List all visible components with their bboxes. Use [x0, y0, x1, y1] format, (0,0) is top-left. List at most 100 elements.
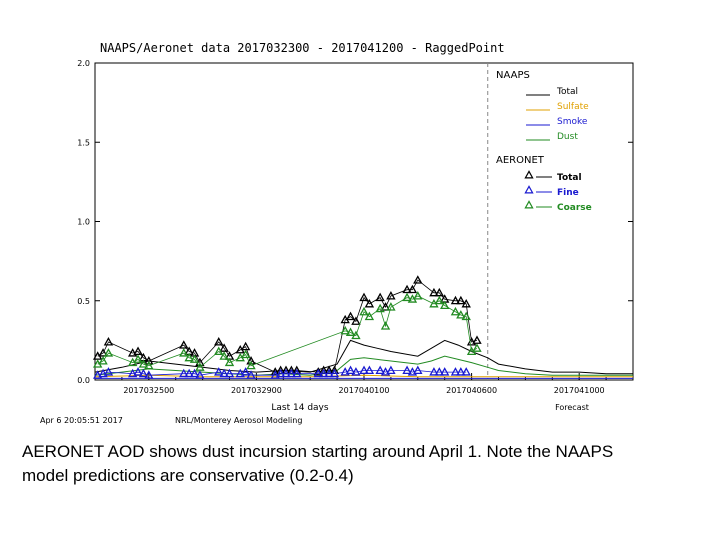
aeronet-total-point	[364, 298, 375, 308]
aeronet-total-point	[450, 295, 461, 305]
aeronet-total-point	[246, 356, 256, 365]
aeronet-fine-point	[219, 368, 229, 378]
aeronet-fine-point	[92, 370, 103, 379]
aeronet-coarse-point	[386, 302, 396, 311]
x-tick-label: 2017041000	[554, 386, 605, 395]
aeronet-fine-point	[292, 368, 302, 378]
aeronet-fine-point	[345, 365, 356, 375]
aeronet-total-point	[407, 284, 418, 294]
y-tick-label: 1.0	[77, 218, 90, 227]
aeronet-total-line	[97, 279, 478, 373]
aeronet-coarse-point	[184, 352, 194, 362]
aeronet-fine-point	[380, 367, 391, 376]
aeronet-fine-point	[127, 368, 138, 378]
aeronet-coarse-point	[380, 321, 391, 330]
aeronet-coarse-point	[439, 300, 450, 310]
aeronet-fine-point	[313, 368, 323, 378]
y-tick-label: 0.5	[77, 297, 90, 306]
aeronet-fine-point	[375, 365, 385, 375]
caption-line-1: AERONET AOD shows dust incursion startin…	[22, 442, 614, 461]
aeronet-fine-point	[359, 365, 369, 375]
aeronet-fine-point	[270, 370, 280, 379]
aeronet-coarse-line	[97, 295, 478, 368]
aeronet-fine-point	[240, 367, 251, 376]
x-axis-label: Last 14 days	[271, 403, 328, 413]
aeronet-coarse-point	[195, 362, 205, 371]
aeronet-total-point	[429, 287, 439, 297]
aeronet-fine-point	[324, 368, 334, 378]
forecast-label: Forecast	[555, 403, 589, 412]
aeronet-total-point	[179, 340, 189, 349]
aeronet-coarse-point	[375, 303, 385, 313]
plot-frame	[94, 62, 634, 381]
legend-aeronet-label: Total	[557, 173, 582, 183]
y-tick-label: 1.5	[77, 138, 90, 147]
aeronet-fine-point	[138, 368, 149, 378]
legend-aeronet-label: Coarse	[557, 203, 592, 213]
legend-naaps-label: Sulfate	[557, 102, 589, 112]
aeronet-coarse-point	[214, 346, 224, 356]
aeronet-fine-point	[329, 368, 340, 378]
aeronet-total-point	[98, 348, 108, 357]
x-tick-label: 2017032500	[123, 386, 174, 395]
legend: NAAPS Total Sulfate Smoke Dust AERONET Total Fi…	[496, 70, 592, 213]
aeronet-fine-point	[318, 368, 329, 378]
caption-line-2: model predictions are conservative (0.2-…	[22, 466, 354, 485]
aeronet-fine-point	[286, 368, 297, 378]
legend-naaps-label: Smoke	[557, 117, 588, 127]
naaps-series-group	[94, 339, 633, 379]
x-tick-label: 2017040600	[446, 386, 497, 395]
aeronet-total-point	[461, 298, 471, 308]
aeronet-coarse-point	[461, 311, 471, 321]
legend-aeronet-label: Fine	[557, 188, 579, 198]
aeronet-coarse-point	[224, 357, 235, 367]
aeronet-total-point	[380, 302, 391, 311]
aeronet-coarse-point	[133, 354, 143, 363]
footer-credit: NRL/Monterey Aerosol Modeling	[175, 416, 302, 425]
aeronet-fine-point	[235, 368, 245, 378]
aeronet-fine-point	[98, 368, 108, 378]
aeronet-coarse-point	[138, 359, 149, 368]
aeronet-fine-point	[246, 370, 256, 379]
aeronet-fine-point	[195, 370, 205, 379]
aeronet-total-point	[402, 284, 412, 294]
aeronet-coarse-point	[364, 311, 375, 321]
aeronet-coarse-point	[402, 292, 412, 302]
aeronet-coarse-point	[413, 291, 423, 300]
aeronet-fine-point	[275, 368, 286, 378]
aeronet-total-point	[240, 341, 251, 351]
aeronet-coarse-point	[144, 360, 154, 370]
legend-aeronet-title: AERONET	[496, 155, 545, 166]
aeronet-fine-point	[214, 367, 224, 376]
legend-naaps-label: Dust	[557, 132, 578, 142]
aeronet-fine-point	[224, 368, 235, 378]
aeronet-total-point	[133, 346, 143, 356]
aeronet-coarse-point	[351, 330, 361, 340]
aeronet-fine-point	[189, 368, 200, 378]
aeronet-fine-point	[386, 365, 396, 375]
aeronet-fine-point	[364, 365, 375, 375]
aeronet-fine-line	[97, 370, 467, 376]
y-tick-label: 2.0	[77, 59, 90, 68]
aeronet-coarse-point	[359, 306, 369, 316]
aeronet-fine-point	[456, 367, 466, 376]
x-tick-label: 2017032900	[231, 386, 282, 395]
aeronet-total-point	[456, 295, 466, 305]
legend-aeronet-marker	[524, 200, 534, 209]
aeronet-total-point	[472, 335, 482, 344]
aeronet-total-point	[375, 292, 385, 302]
aeronet-fine-point	[103, 367, 114, 376]
aeronet-coarse-point	[103, 348, 114, 357]
aeronet-fine-point	[429, 367, 439, 376]
aeronet-fine-point	[179, 368, 189, 378]
x-tick-label: 2017040100	[339, 386, 390, 395]
aeronet-coarse-point	[240, 349, 251, 359]
chart-title: NAAPS/Aeronet data 2017032300 - 20170412…	[100, 41, 505, 55]
aeronet-series-group	[92, 275, 482, 379]
aeronet-total-point	[386, 291, 396, 300]
aeronet-fine-point	[144, 370, 154, 379]
aeronet-total-point	[103, 337, 114, 346]
aeronet-coarse-point	[450, 306, 461, 316]
aeronet-total-point	[351, 316, 361, 325]
aeronet-coarse-point	[456, 310, 466, 319]
